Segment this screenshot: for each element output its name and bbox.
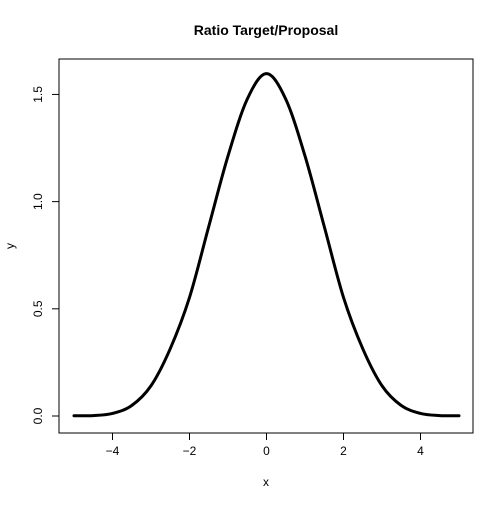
x-tick-label: 0 [263, 444, 270, 458]
y-axis: 0.0 0.5 1.0 1.5 [31, 86, 60, 424]
chart-title: Ratio Target/Proposal [194, 22, 338, 38]
x-tick-label: −2 [183, 444, 197, 458]
x-axis: −4 −2 0 2 4 [106, 432, 424, 458]
x-tick-label: 2 [340, 444, 347, 458]
x-tick-label: −4 [106, 444, 120, 458]
plot-frame [58, 58, 474, 434]
x-tick-label: 4 [417, 444, 424, 458]
series-line [72, 72, 461, 418]
y-tick-label: 0.0 [31, 407, 45, 424]
y-tick-label: 1.0 [31, 193, 45, 210]
series-layer [72, 72, 461, 418]
y-tick-label: 1.5 [31, 86, 45, 103]
y-axis-label: y [3, 243, 17, 249]
x-axis-label: x [263, 475, 269, 489]
y-tick-label: 0.5 [31, 300, 45, 317]
